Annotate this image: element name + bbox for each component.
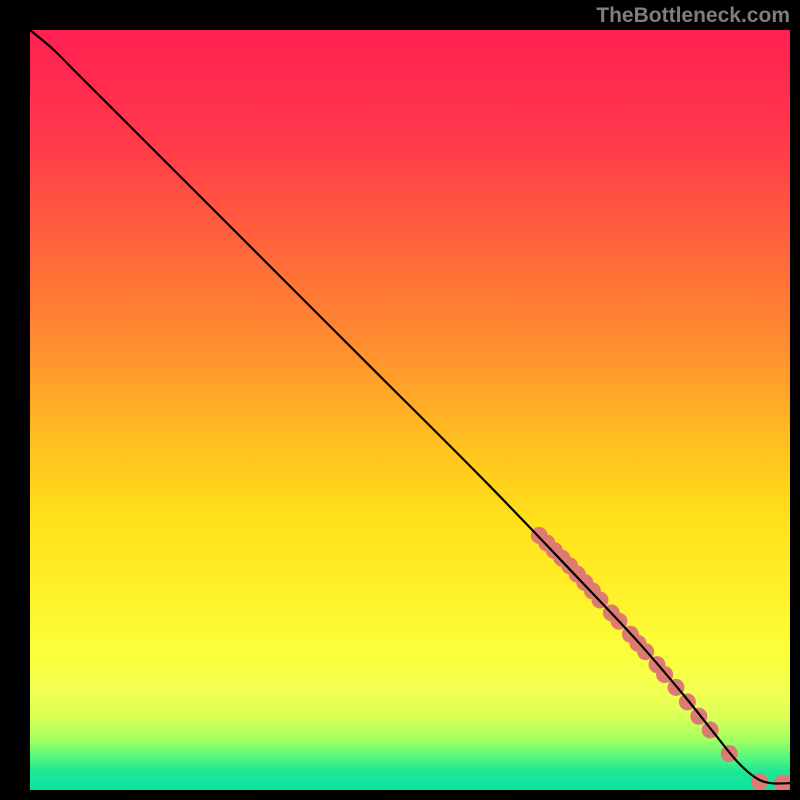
frame: TheBottleneck.com xyxy=(0,0,800,800)
watermark-text: TheBottleneck.com xyxy=(596,4,790,28)
chart-background-gradient xyxy=(30,30,790,790)
bottleneck-curve-chart xyxy=(0,0,800,800)
